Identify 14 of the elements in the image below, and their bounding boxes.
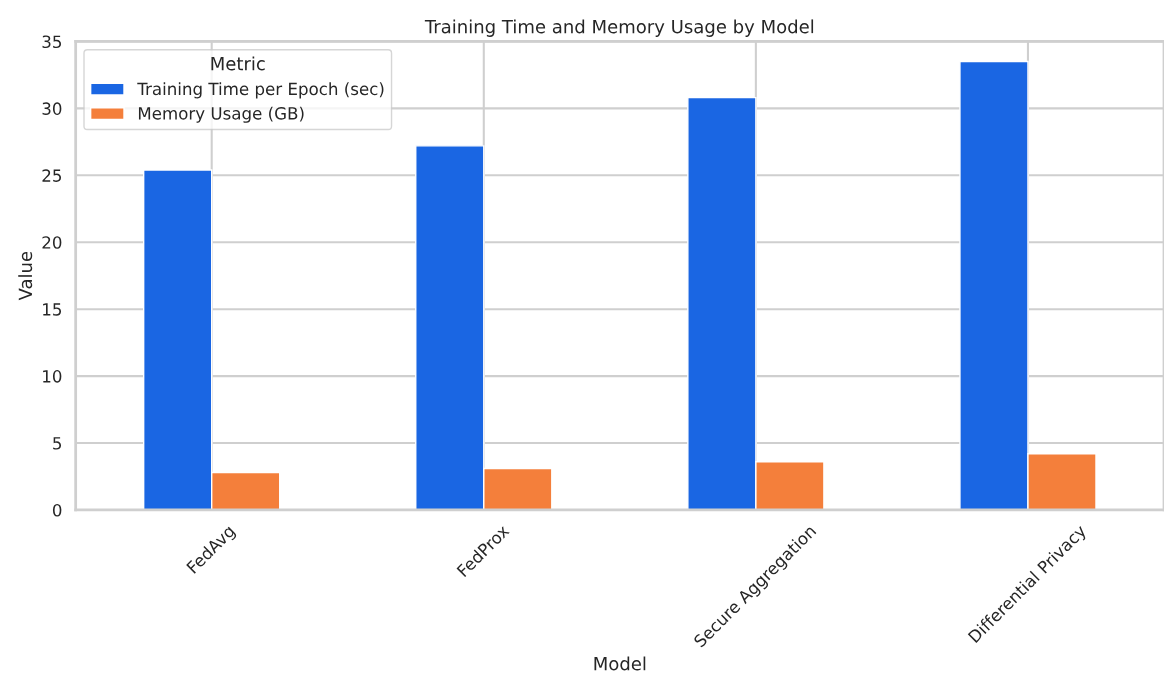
y-tick-label: 5	[53, 437, 62, 450]
y-axis-title: Value	[18, 251, 33, 301]
y-tick-label: 0	[52, 503, 62, 517]
y-tick-label: 25	[42, 169, 62, 182]
chart-title: Training Time and Memory Usage by Model	[424, 19, 814, 37]
y-tick-label: 15	[43, 303, 62, 316]
legend-title: Metric	[211, 56, 265, 71]
y-tick-label: 30	[42, 102, 62, 115]
y-tick-label: 35	[42, 35, 62, 49]
legend-label: Training Time per Epoch (sec)	[137, 82, 384, 99]
x-axis-title: Model	[594, 656, 646, 671]
legend-label: Memory Usage (GB)	[138, 106, 304, 123]
y-tick-label: 10	[43, 370, 62, 383]
y-tick-label: 20	[42, 236, 62, 249]
